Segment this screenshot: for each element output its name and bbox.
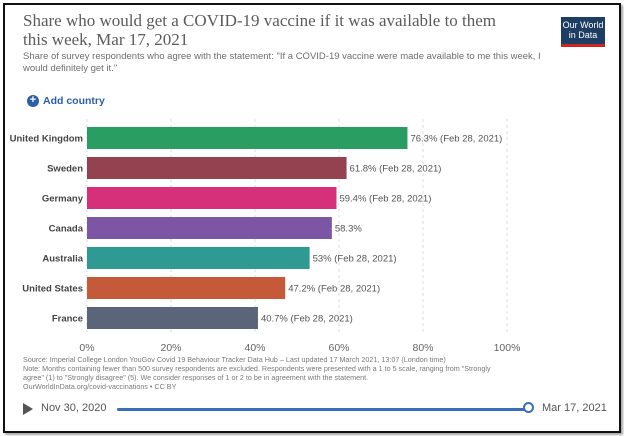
x-tick-label: 100% <box>494 342 521 354</box>
bar[interactable] <box>87 157 347 179</box>
value-label: 47.2% (Feb 28, 2021) <box>288 284 380 295</box>
category-label: France <box>52 314 83 325</box>
bar[interactable] <box>87 247 310 269</box>
value-label: 59.4% (Feb 28, 2021) <box>339 194 431 205</box>
plus-icon: + <box>27 95 39 107</box>
note-line-1: Note: Months containing fewer than 500 s… <box>23 364 491 373</box>
bar[interactable] <box>87 187 337 209</box>
chart-footer: Source: Imperial College London YouGov C… <box>23 355 593 391</box>
category-label: Germany <box>42 194 84 205</box>
category-label: Sweden <box>47 164 83 175</box>
source-text: Source: Imperial College London YouGov C… <box>23 355 446 364</box>
logo-line-1: Our World <box>562 20 604 30</box>
x-tick-label: 0% <box>79 342 94 354</box>
category-label: Canada <box>49 224 84 235</box>
value-label: 58.3% <box>335 224 362 235</box>
owid-logo[interactable]: Our World in Data <box>561 17 605 47</box>
category-label: Australia <box>42 254 83 265</box>
license-link[interactable]: OurWorldInData.org/covid-vaccinations • … <box>23 382 177 391</box>
timeline-track-fill <box>117 408 529 411</box>
category-label: United Kingdom <box>10 134 83 145</box>
add-country-label: Add country <box>43 95 105 107</box>
bar[interactable] <box>87 277 286 299</box>
play-icon[interactable] <box>23 403 33 415</box>
bar[interactable] <box>87 307 258 329</box>
x-tick-label: 60% <box>328 342 349 354</box>
bar[interactable] <box>87 217 332 239</box>
note-line-2: agree" (1) to "Strongly disagree" (5). W… <box>23 373 369 382</box>
chart-title: Share who would get a COVID-19 vaccine i… <box>23 11 497 49</box>
x-tick-label: 80% <box>412 342 433 354</box>
category-label: United States <box>22 284 83 295</box>
timeline-start-date: Nov 30, 2020 <box>41 402 107 414</box>
value-label: 76.3% (Feb 28, 2021) <box>410 134 502 145</box>
value-label: 53% (Feb 28, 2021) <box>313 254 397 265</box>
x-tick-label: 20% <box>160 342 181 354</box>
timeline-handle[interactable] <box>523 402 534 413</box>
timeline: Nov 30, 2020 Mar 17, 2021 <box>19 399 609 419</box>
logo-line-2: in Data <box>568 30 598 40</box>
bar-chart: 0% 20% 40% 60% 80% 100% United Kingdom 76.3% (F… <box>10 119 521 354</box>
value-label: 61.8% (Feb 28, 2021) <box>350 164 442 175</box>
chart-frame: Share who would get a COVID-19 vaccine i… <box>3 3 621 433</box>
add-country-button[interactable]: + Add country <box>27 95 105 107</box>
timeline-track[interactable] <box>117 408 529 411</box>
bar[interactable] <box>87 127 408 149</box>
chart-subtitle: Share of survey respondents who agree wi… <box>23 51 541 74</box>
timeline-end-date: Mar 17, 2021 <box>542 402 607 414</box>
x-tick-label: 40% <box>244 342 265 354</box>
value-label: 40.7% (Feb 28, 2021) <box>261 314 353 325</box>
